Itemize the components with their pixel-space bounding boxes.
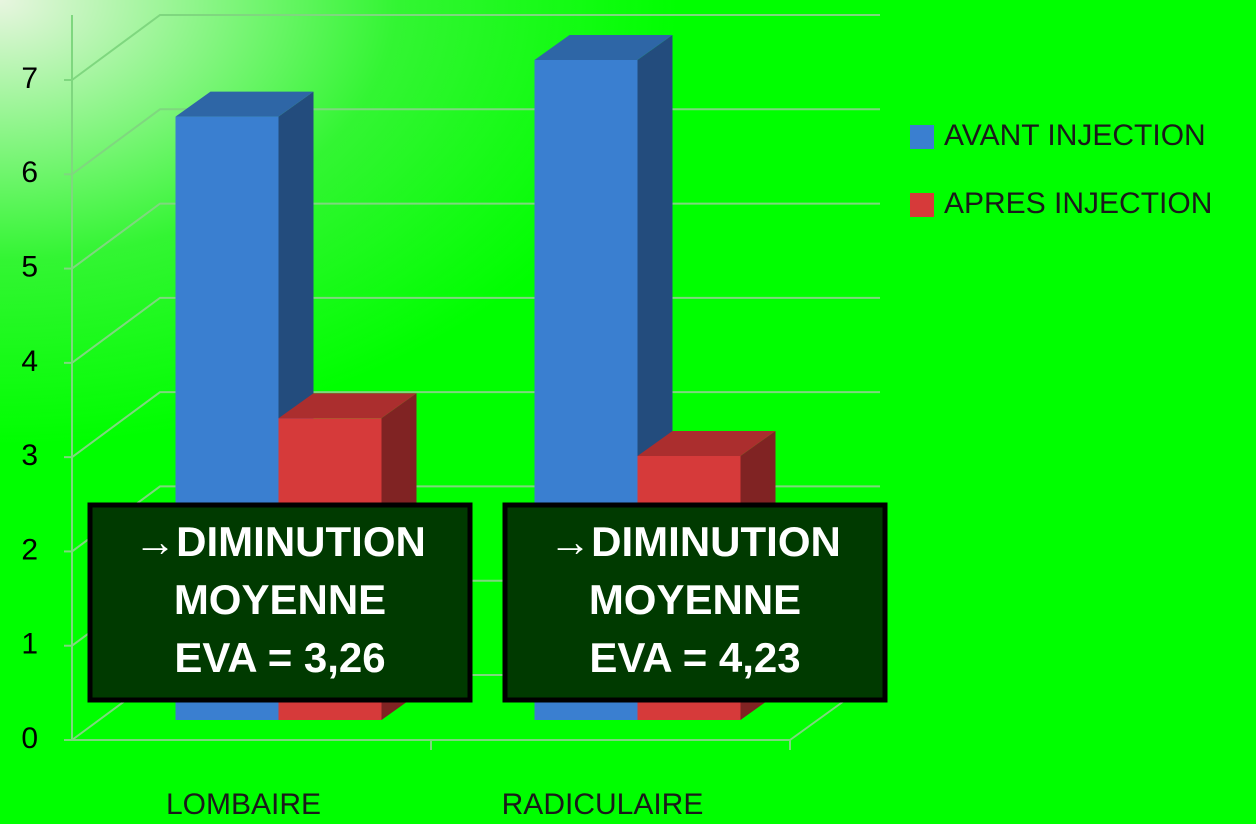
bar-top (534, 35, 673, 60)
annotation-box (87, 502, 473, 703)
x-tick-label: RADICULAIRE (502, 788, 704, 821)
y-tick-label: 3 (21, 439, 38, 472)
y-tick-label: 0 (21, 722, 38, 755)
annotation-text: →DIMINUTION (549, 518, 841, 565)
annotation-text: EVA = 3,26 (174, 634, 385, 681)
annotation-text: →DIMINUTION (134, 518, 426, 565)
annotation-text: EVA = 4,23 (589, 634, 800, 681)
legend-label: AVANT INJECTION (944, 119, 1206, 152)
annotation-box (502, 502, 888, 703)
bar-top (637, 431, 776, 456)
y-tick-label: 5 (21, 250, 38, 283)
bar-top (278, 393, 417, 419)
legend-swatch (910, 193, 934, 217)
annotation-text: MOYENNE (589, 576, 801, 623)
annotation-text: MOYENNE (174, 576, 386, 623)
bar-top (175, 91, 314, 117)
y-tick-label: 4 (21, 345, 38, 378)
legend-swatch (910, 125, 934, 149)
y-tick-label: 1 (21, 628, 38, 661)
y-tick-label: 2 (21, 533, 38, 566)
y-tick-label: 6 (21, 156, 38, 189)
grid-line (71, 14, 880, 81)
x-tick-label: LOMBAIRE (166, 788, 321, 821)
y-tick-label: 7 (21, 62, 38, 95)
legend-label: APRES INJECTION (944, 187, 1212, 220)
